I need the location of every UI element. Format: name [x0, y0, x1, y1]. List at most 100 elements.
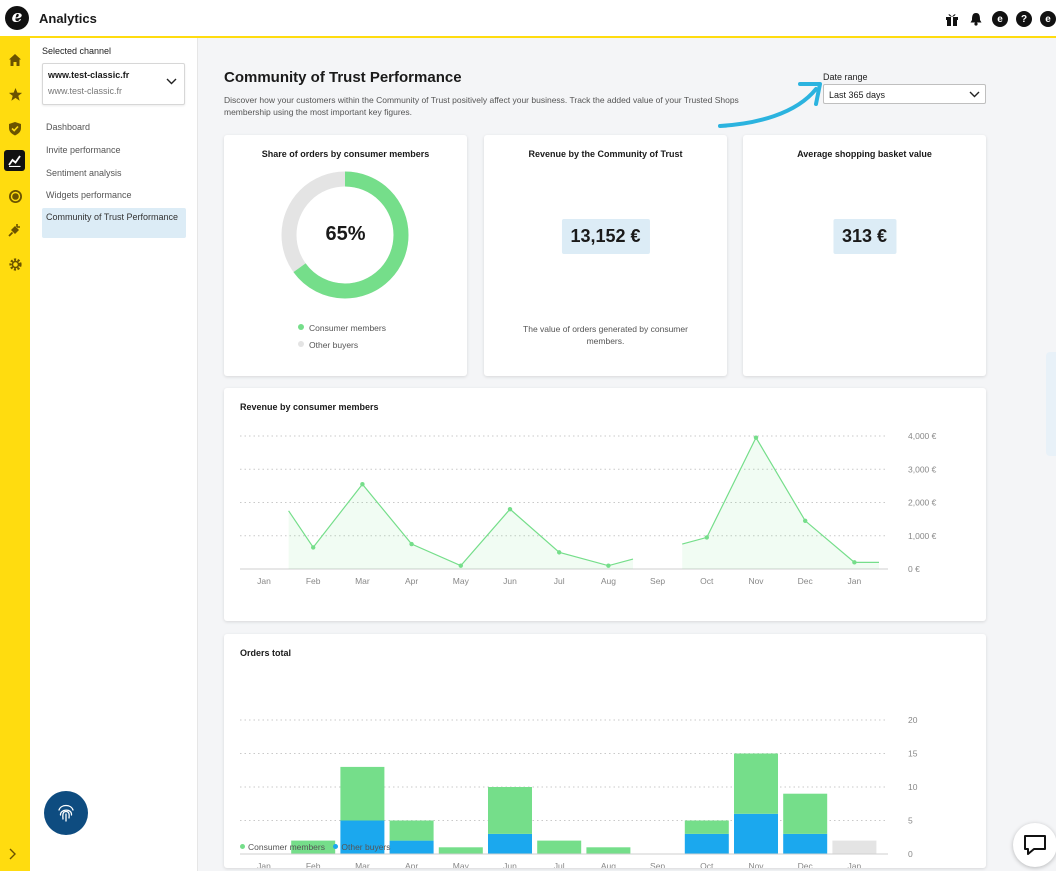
fingerprint-button[interactable] [44, 791, 88, 835]
analytics-subnav: Selected channel www.test-classic.fr www… [30, 38, 198, 871]
sidebar-item-widgets-performance[interactable]: Widgets performance [46, 190, 132, 200]
chevron-right-icon[interactable] [8, 847, 17, 863]
chat-icon [1024, 835, 1046, 855]
series-area [682, 437, 879, 569]
line-chart: 0 € 1,000 € 2,000 € 3,000 € 4,000 € Jan Feb Mar… [240, 431, 937, 586]
side-feedback-tab[interactable] [1046, 352, 1056, 456]
sidebar-item-community-of-trust[interactable]: Community of Trust Performance [42, 208, 186, 238]
x-tick-label: Mar [355, 861, 370, 868]
legend-dot [298, 324, 304, 330]
x-tick-label: Aug [601, 861, 616, 868]
y-tick-label: 0 € [908, 564, 920, 574]
data-point [704, 535, 709, 540]
analytics-icon[interactable] [4, 150, 25, 171]
sidebar-item-dashboard[interactable]: Dashboard [46, 122, 91, 132]
x-tick-label: Dec [798, 861, 814, 868]
channel-select[interactable]: www.test-classic.fr www.test-classic.fr [42, 63, 185, 105]
chevron-down-icon [969, 90, 980, 100]
y-tick-label: 4,000 € [908, 431, 937, 441]
gift-icon[interactable] [944, 11, 960, 27]
x-tick-label: Jul [554, 576, 565, 586]
legend-label: Consumer members [309, 323, 386, 333]
y-tick-label: 15 [908, 749, 918, 759]
legend-label: Other buyers [309, 340, 359, 350]
bar [734, 753, 778, 814]
x-tick-label: Jun [503, 861, 517, 868]
data-point [360, 482, 365, 487]
y-tick-label: 1,000 € [908, 531, 937, 541]
bar [734, 813, 778, 854]
sidebar-item-invite-performance[interactable]: Invite performance [46, 145, 121, 155]
home-icon[interactable] [3, 48, 27, 72]
revenue-card-title: Revenue by the Community of Trust [528, 149, 683, 159]
legend-dot [240, 844, 245, 849]
help-icon[interactable]: ? [1016, 11, 1032, 27]
bar [537, 840, 582, 854]
revenue-value: 13,152 € [561, 219, 650, 254]
x-tick-label: Apr [405, 576, 418, 586]
data-point [409, 541, 414, 547]
x-tick-label: Mar [355, 576, 370, 586]
star-icon[interactable] [3, 82, 27, 106]
x-tick-label: Sep [650, 576, 665, 586]
arrow-icon [718, 82, 822, 128]
chat-button[interactable] [1013, 823, 1056, 867]
date-range-select[interactable]: Last 365 days [823, 84, 986, 104]
legend-other-buyers[interactable]: Other buyers [341, 842, 391, 852]
y-tick-label: 3,000 € [908, 464, 937, 474]
bar [783, 793, 828, 834]
bar [389, 820, 434, 841]
bar [438, 847, 483, 854]
main-content: Community of Trust Performance Discover … [198, 38, 1056, 871]
x-tick-label: Aug [601, 576, 616, 586]
page-description: Discover how your customers within the C… [224, 95, 739, 117]
revenue-card: Revenue by the Community of Trust 13,152… [484, 135, 727, 376]
bar-legend: Consumer members Other buyers [240, 842, 391, 852]
data-point [557, 550, 562, 555]
data-point [852, 560, 857, 565]
data-point [803, 518, 808, 523]
bar-chart: 0 5 10 15 20 Jan Feb Mar Apr May Jun Jul Aug Sep Oct No… [240, 715, 918, 868]
share-card-title: Share of orders by consumer members [261, 149, 430, 159]
main-nav-rail [0, 38, 30, 871]
bell-icon[interactable] [968, 11, 984, 27]
gear-icon[interactable] [3, 252, 27, 276]
profile-icon[interactable]: e [1040, 11, 1056, 27]
x-tick-label: Oct [700, 861, 714, 868]
sidebar-item-sentiment-analysis[interactable]: Sentiment analysis [46, 168, 122, 178]
revenue-note: The value of orders generated by consume… [523, 324, 688, 346]
y-tick-label: 20 [908, 715, 918, 725]
trustedshops-logo[interactable]: e [5, 6, 29, 30]
data-point [606, 563, 611, 568]
coin-icon[interactable] [3, 184, 27, 208]
data-point [507, 506, 513, 512]
orders-chart-card: Orders total 0 5 10 15 20 Jan Feb Mar Apr May Jun J… [224, 634, 986, 868]
shield-icon[interactable] [3, 116, 27, 140]
top-icons: e ? e [944, 11, 1056, 27]
basket-value: 313 € [832, 219, 897, 254]
x-tick-label: Oct [700, 576, 714, 586]
chevron-down-icon [166, 72, 177, 90]
bar [684, 833, 729, 854]
plug-icon[interactable] [3, 218, 27, 242]
basket-card-title: Average shopping basket value [797, 149, 932, 159]
bar [586, 847, 631, 854]
x-tick-label: Jan [848, 861, 862, 868]
bar [389, 840, 434, 854]
y-tick-label: 5 [908, 816, 913, 826]
bar [783, 833, 828, 854]
x-tick-label: Apr [405, 861, 418, 868]
line-chart-title: Revenue by consumer members [240, 402, 379, 412]
page-title: Community of Trust Performance [224, 69, 462, 86]
share-donut [281, 171, 409, 299]
x-tick-label: Feb [306, 861, 321, 868]
app-title: Analytics [39, 11, 97, 26]
legend-consumer-members[interactable]: Consumer members [248, 842, 325, 852]
x-tick-label: Feb [306, 576, 321, 586]
trustedshops-icon[interactable]: e [992, 11, 1008, 27]
legend-other-buyers: Other buyers [298, 340, 358, 350]
x-tick-label: Jan [257, 861, 271, 868]
bar [340, 766, 385, 821]
x-tick-label: Jan [848, 576, 862, 586]
x-tick-label: Jul [554, 861, 565, 868]
